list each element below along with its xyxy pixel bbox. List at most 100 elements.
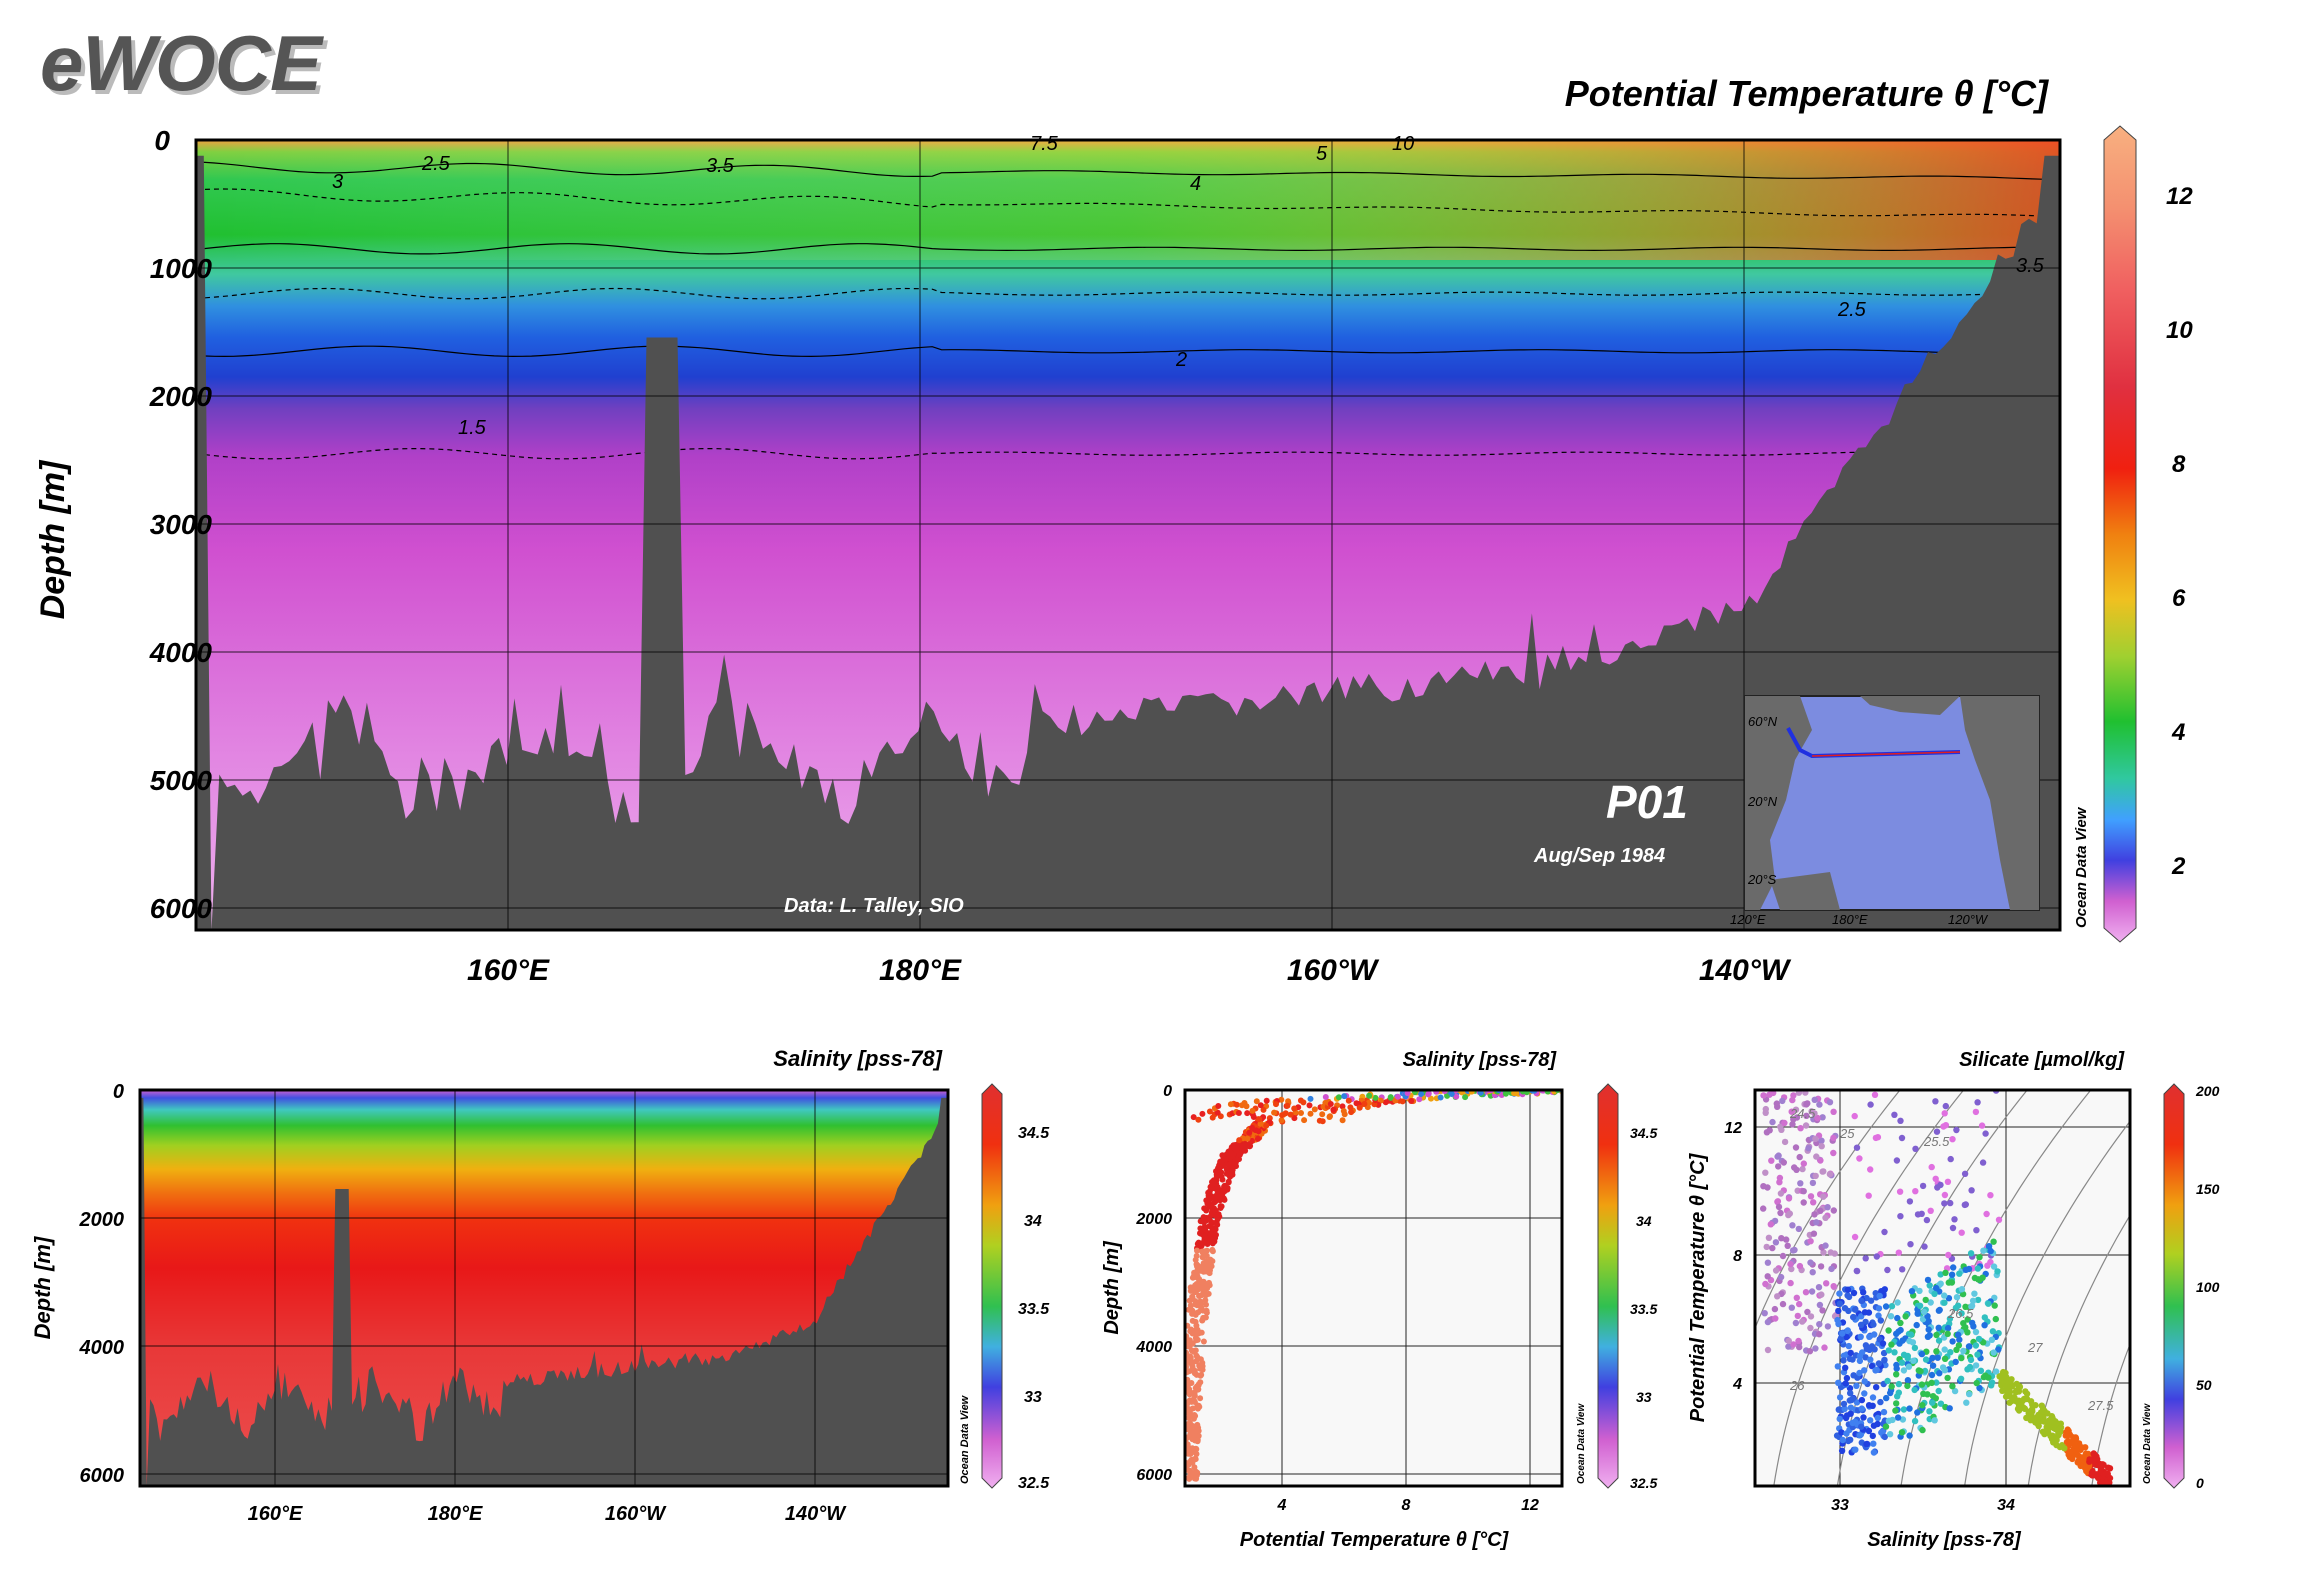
ts-point xyxy=(1774,1293,1781,1300)
ts-point xyxy=(1949,1136,1956,1143)
ts-point xyxy=(1777,1190,1785,1197)
ts-point xyxy=(1884,1377,1891,1385)
ts-point xyxy=(1972,1328,1980,1336)
profile-point xyxy=(1221,1182,1228,1189)
ts-point xyxy=(1898,1134,1906,1142)
ts-point xyxy=(2106,1465,2114,1472)
ts-point xyxy=(1805,1145,1812,1152)
ts-point xyxy=(1947,1349,1954,1356)
y-axis-label: Depth [m] xyxy=(1101,1240,1123,1335)
ts-point xyxy=(1819,1307,1826,1314)
profile-point xyxy=(1203,1309,1210,1316)
lon-tick: 140°W xyxy=(1699,954,1792,987)
ts-point xyxy=(1830,1207,1838,1214)
ts-point xyxy=(1918,1210,1925,1218)
profile-colorbar: 32.5 33 33.5 34 34.5 Ocean Data View xyxy=(1576,1083,1657,1491)
profile-point xyxy=(1197,1285,1204,1292)
ts-point xyxy=(1962,1303,1969,1311)
profile-point xyxy=(1319,1111,1326,1118)
profile-point xyxy=(1199,1317,1206,1324)
ts-point xyxy=(1871,1331,1878,1338)
bathymetry xyxy=(140,1097,948,1486)
profile-point xyxy=(1192,1456,1199,1463)
ts-point xyxy=(1932,1098,1939,1105)
colorbar-tick: 2 xyxy=(2171,853,2186,880)
profile-point xyxy=(1191,1475,1198,1482)
ts-point xyxy=(1941,1191,1949,1199)
ts-point xyxy=(1941,1110,1948,1117)
colorbar-tick: 12 xyxy=(2166,183,2193,210)
ts-point xyxy=(1809,1179,1817,1187)
ts-point xyxy=(1788,1108,1795,1115)
ts-point xyxy=(1807,1259,1814,1266)
ts-point xyxy=(1870,1440,1877,1447)
ts-point xyxy=(1935,1324,1942,1332)
ts-point xyxy=(1809,1269,1816,1276)
ts-point xyxy=(1882,1303,1890,1310)
profile-point xyxy=(1219,1176,1226,1183)
ts-point xyxy=(1827,1249,1835,1256)
ts-point xyxy=(1836,1394,1844,1401)
profile-point xyxy=(1229,1163,1235,1170)
ts-point xyxy=(1772,1239,1780,1246)
ts-diagram-plot: 24.5 25 25.5 26 26.5 27 27.5 Silicate [µ… xyxy=(1687,1049,2220,1551)
ts-point xyxy=(1936,1370,1943,1377)
profile-point xyxy=(1301,1117,1308,1124)
ts-point xyxy=(1972,1362,1980,1369)
profile-point xyxy=(1298,1110,1304,1116)
profile-point xyxy=(1215,1103,1222,1109)
colorbar-tick: 34.5 xyxy=(1630,1125,1657,1141)
ts-point xyxy=(1900,1406,1908,1413)
ts-point xyxy=(1774,1198,1781,1206)
ts-point xyxy=(1974,1296,1982,1304)
ts-point xyxy=(1867,1356,1874,1363)
ts-point xyxy=(2063,1438,2071,1446)
ts-point xyxy=(1893,1330,1900,1338)
ts-point xyxy=(1856,1369,1863,1377)
y-axis-label: Depth [m] xyxy=(34,459,72,619)
profile-point xyxy=(1195,1116,1202,1123)
ts-point xyxy=(2013,1398,2020,1405)
ts-point xyxy=(1762,1280,1769,1288)
x-tick: 8 xyxy=(1402,1497,1411,1514)
ts-point xyxy=(1935,1307,1943,1314)
ts-point xyxy=(1804,1308,1811,1316)
ts-point xyxy=(1961,1201,1969,1209)
ts-point xyxy=(1979,1159,1987,1166)
odv-label: Ocean Data View xyxy=(2073,806,2090,928)
colorbar-tick: 10 xyxy=(2166,317,2193,344)
ts-point xyxy=(1821,1344,1828,1351)
ts-point xyxy=(1902,1313,1909,1320)
ts-point xyxy=(1783,1236,1790,1243)
ts-point xyxy=(1799,1165,1806,1173)
profile-point xyxy=(1341,1093,1348,1100)
profile-point xyxy=(1194,1469,1201,1476)
ts-point xyxy=(1817,1263,1825,1270)
y-axis-label: Depth [m] xyxy=(30,1236,55,1339)
ts-point xyxy=(1884,1266,1891,1274)
lon-tick: 160°W xyxy=(605,1503,667,1525)
ts-point xyxy=(1893,1400,1900,1407)
ts-point xyxy=(1960,1320,1967,1327)
contour-label: 3.5 xyxy=(706,155,735,177)
ts-point xyxy=(1929,1362,1937,1369)
profile-point xyxy=(1193,1337,1200,1344)
ts-point xyxy=(1993,1368,2000,1375)
ts-point xyxy=(2074,1459,2081,1466)
ts-point xyxy=(1952,1358,1959,1366)
ts-point xyxy=(1911,1417,1919,1425)
isopycnal-line xyxy=(1964,1120,2130,1486)
colorbar-tick: 33 xyxy=(1024,1389,1042,1406)
profile-point xyxy=(1278,1117,1285,1124)
ts-point xyxy=(1926,1408,1933,1415)
ts-point xyxy=(1870,1321,1877,1328)
ts-point xyxy=(1896,1188,1904,1195)
ts-point xyxy=(1850,1372,1857,1379)
salinity-colorbar: 32.5 33 33.5 34 34.5 Ocean Data View xyxy=(959,1083,1050,1492)
ts-point xyxy=(1889,1416,1896,1424)
profile-point xyxy=(1513,1090,1520,1097)
profile-point xyxy=(1222,1156,1229,1163)
ts-point xyxy=(1867,1101,1874,1108)
profile-point xyxy=(1587,1087,1593,1093)
ts-point xyxy=(1789,1222,1796,1229)
